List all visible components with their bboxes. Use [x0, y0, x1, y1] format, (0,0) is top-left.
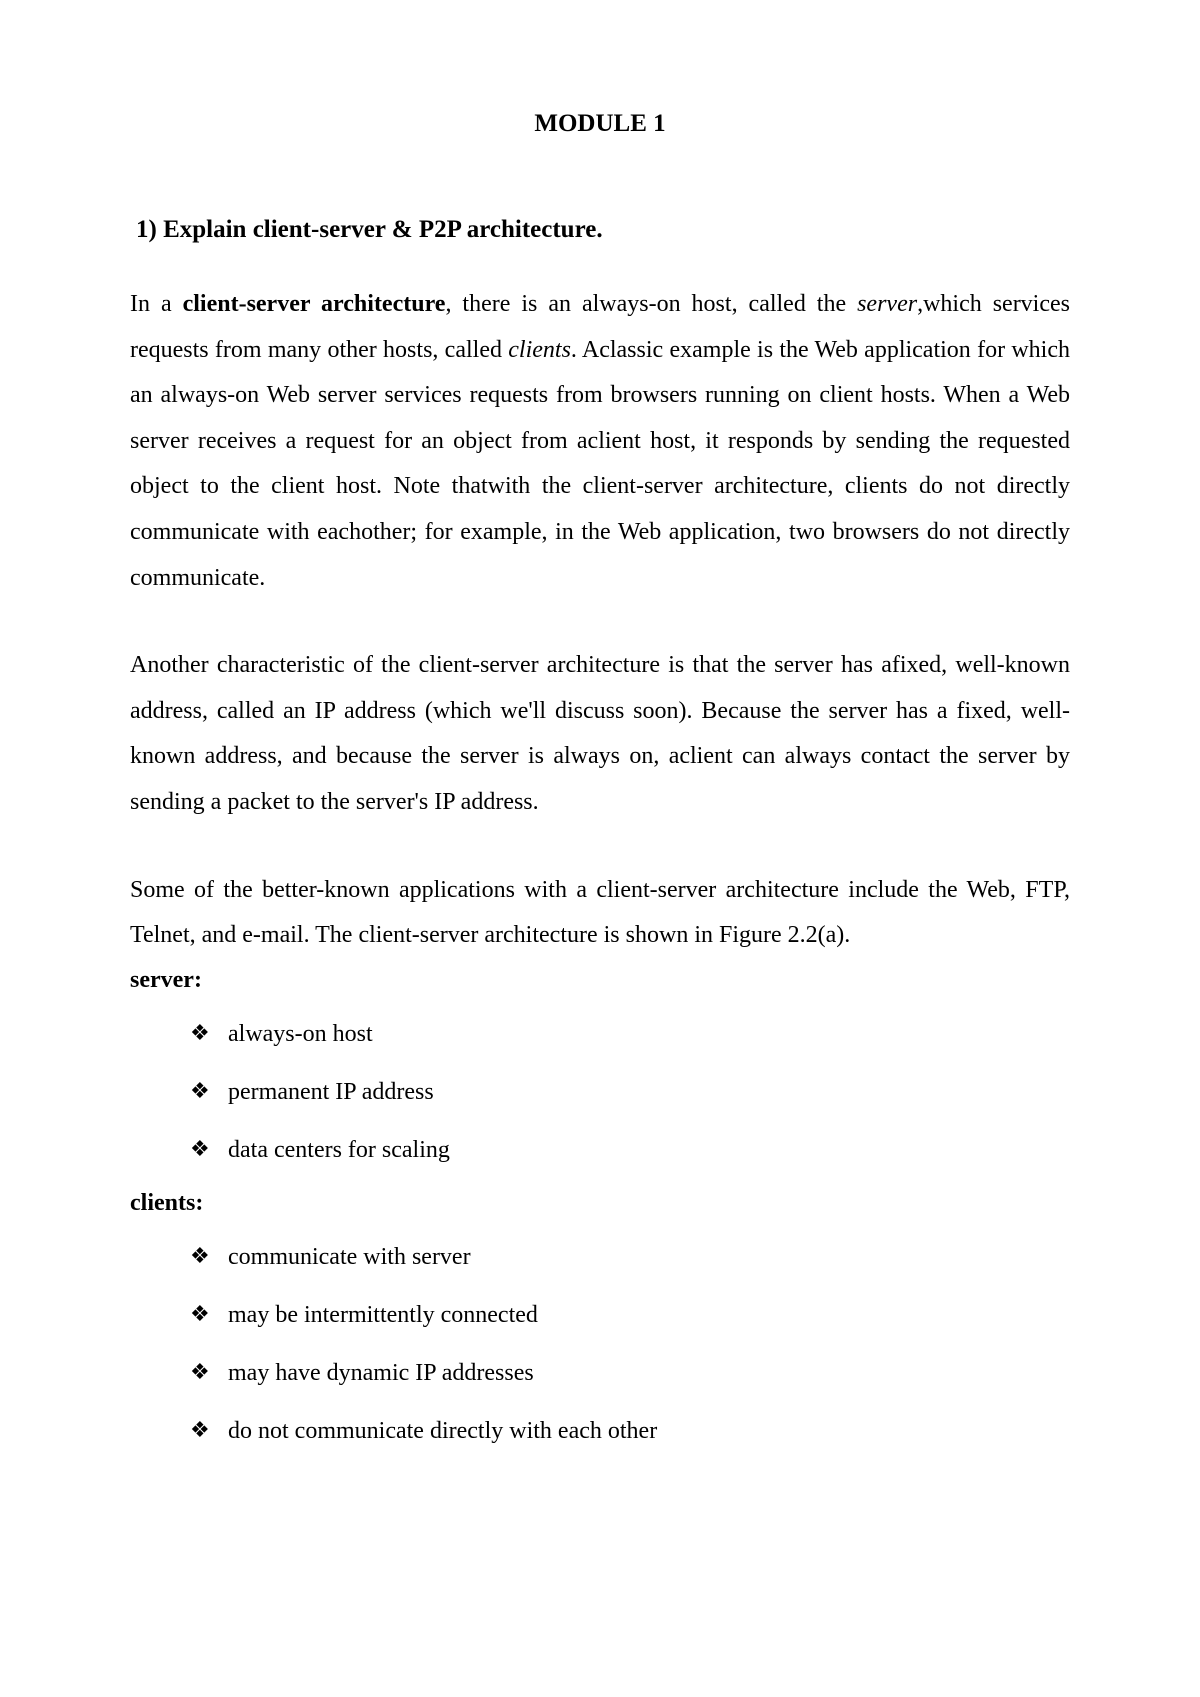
paragraph-3: Some of the better-known applications wi…: [130, 868, 1070, 959]
clients-subheading: clients:: [130, 1190, 1070, 1217]
para1-italic-clients: clients: [508, 337, 571, 363]
document-page: MODULE 1 1) Explain client-server & P2P …: [0, 0, 1200, 1697]
list-item: may be intermittently connected: [190, 1297, 1070, 1333]
list-item: permanent IP address: [190, 1074, 1070, 1110]
paragraph-2: Another characteristic of the client-ser…: [130, 643, 1070, 825]
server-list: always-on host permanent IP address data…: [130, 1016, 1070, 1168]
paragraph-1: In a client-server architecture, there i…: [130, 282, 1070, 601]
clients-list: communicate with server may be intermitt…: [130, 1239, 1070, 1449]
para1-text-post: . Aclassic example is the Web applicatio…: [130, 337, 1070, 591]
list-item: communicate with server: [190, 1239, 1070, 1275]
para1-bold-client-server: client-server architecture: [183, 291, 446, 317]
para1-italic-server: server: [857, 291, 917, 317]
para1-text-pre: In a: [130, 291, 183, 317]
server-subheading: server:: [130, 967, 1070, 994]
para1-text-mid1: , there is an always-on host, called the: [445, 291, 857, 317]
list-item: data centers for scaling: [190, 1132, 1070, 1168]
list-item: always-on host: [190, 1016, 1070, 1052]
list-item: do not communicate directly with each ot…: [190, 1413, 1070, 1449]
list-item: may have dynamic IP addresses: [190, 1355, 1070, 1391]
module-title: MODULE 1: [130, 110, 1070, 138]
question-heading: 1) Explain client-server & P2P architect…: [130, 216, 1070, 244]
